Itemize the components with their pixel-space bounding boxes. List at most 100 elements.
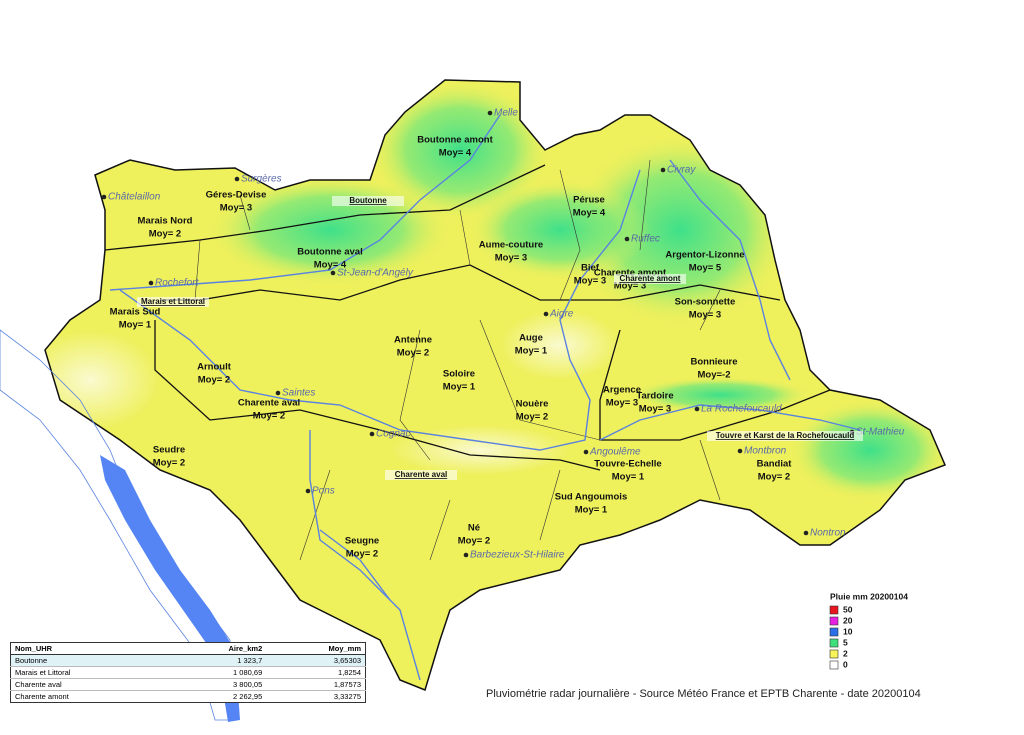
town-label: Saintes: [282, 388, 315, 399]
zone-label: Seudre: [153, 445, 185, 456]
zone-mean: Moy= 1: [119, 320, 152, 331]
town-dot: [624, 236, 630, 242]
town-label: Civray: [667, 165, 696, 176]
zone-mean: Moy= 2: [198, 375, 230, 386]
zone-mean: Moy= 2: [149, 229, 181, 240]
zone-label: Auge: [519, 333, 543, 344]
town-dot: [275, 390, 281, 396]
unit-label-bg: [332, 196, 404, 206]
zone-mean: Moy= 3: [220, 203, 252, 214]
town-dot: [234, 176, 240, 182]
zone-label: Né: [468, 523, 480, 534]
town-dot: [369, 431, 375, 437]
table-cell: Charente amont: [10, 690, 166, 703]
sub-borders: [194, 159, 721, 561]
zone-label: Boutonne amont: [417, 135, 493, 146]
table-header-cell: Aire_km2: [165, 642, 267, 655]
legend-swatch: [829, 649, 839, 659]
town-label: St-Mathieu: [856, 427, 905, 438]
zone-mean: Moy= 3: [574, 276, 606, 287]
table-cell: Charente aval: [10, 678, 166, 691]
table-cell: 1 323,7: [165, 654, 267, 667]
table-cell: 1,8254: [266, 666, 366, 679]
unit-label-bg: [385, 470, 457, 480]
zone-mean: Moy= 3: [606, 398, 638, 409]
table-header-cell: Nom_UHR: [10, 642, 166, 655]
zone-mean: Moy= 2: [153, 458, 185, 469]
town-dot: [660, 167, 666, 173]
town-label: Pons: [312, 486, 335, 497]
legend-swatch: [829, 605, 839, 615]
unit-label: Charente amont: [620, 274, 681, 283]
zone-mean: Moy= 1: [575, 505, 608, 516]
zone-mean: Moy= 1: [515, 346, 548, 357]
zone-label: Marais Nord: [138, 216, 193, 227]
zone-label: Géres-Devise: [206, 190, 267, 201]
zone-label: Argence: [603, 385, 641, 396]
table-cell: 1 080,69: [165, 666, 267, 679]
legend-value: 0: [843, 659, 848, 669]
zone-mean: Moy= 5: [689, 263, 722, 274]
legend-swatch: [829, 638, 839, 648]
legend-swatch: [829, 627, 839, 637]
unit-label-bg: [707, 431, 863, 441]
zone-label: Bandiat: [757, 459, 793, 470]
town-dot: [803, 530, 809, 536]
zone-mean: Moy= 2: [253, 411, 285, 422]
unit-label: Touvre et Karst de la Rochefoucauld: [716, 431, 855, 440]
town-dot: [737, 448, 743, 454]
table-cell: 3 800,05: [165, 678, 267, 691]
unit-label-bg: [137, 297, 209, 307]
zone-label: Argentor-Lizonne: [665, 250, 744, 261]
table-cell: 1,87573: [266, 678, 366, 691]
zone-mean: Moy= 2: [346, 549, 378, 560]
unit-label-bg: [614, 274, 686, 284]
zone-mean: Moy= 1: [443, 382, 476, 393]
town-label: Montbron: [744, 446, 787, 457]
legend-title: Pluie mm 20200104: [830, 591, 908, 601]
town-label: Barbezieux-St-Hilaire: [470, 550, 565, 561]
unit-label: Charente aval: [395, 470, 447, 479]
table-row: Charente amont 2 262,95 3,33275: [10, 690, 366, 703]
zone-mean: Moy= 3: [689, 310, 721, 321]
zone-mean: Moy= 1: [612, 472, 645, 483]
town-dot: [305, 488, 311, 494]
town-label: Rochefort: [155, 278, 200, 289]
zone-label: Seugne: [345, 536, 379, 547]
zone-mean: Moy= 4: [314, 260, 347, 271]
town-dot: [543, 311, 549, 317]
town-label: Angoulême: [589, 447, 641, 458]
zone-label: Nouère: [516, 399, 549, 410]
zone-mean: Moy= 2: [458, 536, 490, 547]
town-label: Melle: [494, 108, 518, 119]
table-row: Boutonne 1 323,7 3,65303: [10, 654, 366, 667]
legend-value: 5: [843, 637, 848, 647]
zone-label: Arnoult: [197, 362, 232, 373]
table-header-cell: Moy_mm: [266, 642, 366, 655]
town-label: La Rochefoucauld: [701, 404, 782, 415]
legend-value: 2: [843, 648, 848, 658]
town-dot: [583, 449, 589, 455]
town-label: Surgères: [241, 174, 282, 185]
table-cell: 3,33275: [266, 690, 366, 703]
town-label: St-Jean-d'Angély: [337, 268, 414, 279]
zone-mean: Moy= 2: [516, 412, 548, 423]
zone-mean: Moy= 2: [397, 348, 429, 359]
table-row: Charente aval 3 800,05 1,87573: [10, 678, 366, 691]
zone-label: Marais Sud: [110, 307, 161, 318]
town-label: Aigre: [549, 309, 574, 320]
zone-label: Bonnieure: [691, 357, 738, 368]
zone-label: Soloire: [443, 369, 475, 380]
table-row: Marais et Littoral 1 080,69 1,8254: [10, 666, 366, 679]
town-dot: [101, 194, 107, 200]
town-dot: [487, 110, 493, 116]
table-header-row: Nom_UHR Aire_km2 Moy_mm: [10, 642, 366, 655]
zone-label: Son-sonnette: [675, 297, 736, 308]
zone-label: Aume-couture: [479, 240, 543, 251]
zone-mean: Moy= 2: [758, 472, 790, 483]
legend-swatch: [829, 660, 839, 670]
basin-outline: [44, 79, 946, 692]
town-label: Nontron: [810, 528, 846, 539]
